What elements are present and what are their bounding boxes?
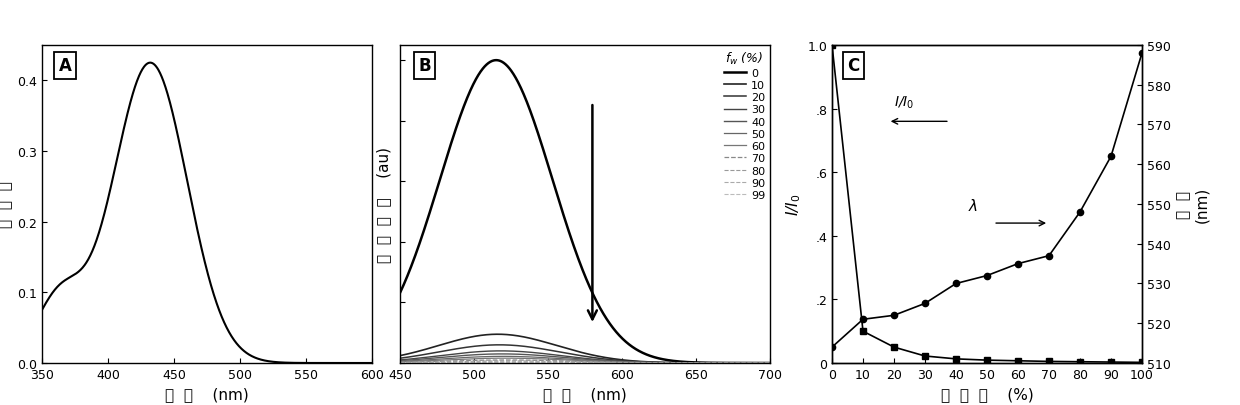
Legend: 0, 10, 20, 30, 40, 50, 60, 70, 80, 90, 99: 0, 10, 20, 30, 40, 50, 60, 70, 80, 90, 9…	[723, 49, 766, 202]
Text: $\lambda$: $\lambda$	[968, 198, 978, 214]
Text: B: B	[419, 57, 432, 75]
Y-axis label: $I$/$I_{0}$: $I$/$I_{0}$	[785, 194, 804, 215]
Y-axis label: 波  长
(nm): 波 长 (nm)	[1177, 186, 1209, 223]
Text: $I$/$I_{0}$: $I$/$I_{0}$	[894, 94, 914, 111]
Text: C: C	[847, 57, 859, 75]
Y-axis label: 吸  收  値: 吸 收 値	[0, 181, 12, 228]
Y-axis label: 荧  光  强  度    (au): 荧 光 强 度 (au)	[376, 147, 391, 262]
Text: A: A	[58, 57, 72, 75]
X-axis label: 波  长    (nm): 波 长 (nm)	[165, 386, 249, 401]
X-axis label: 水  含  量    (%): 水 含 量 (%)	[941, 386, 1033, 401]
X-axis label: 波  长    (nm): 波 长 (nm)	[543, 386, 627, 401]
